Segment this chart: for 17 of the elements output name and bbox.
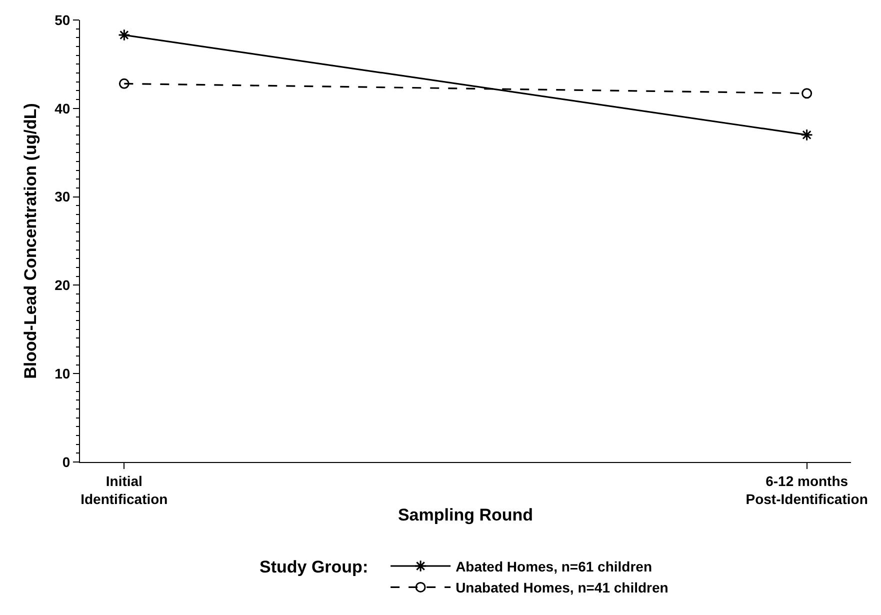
point — [118, 78, 130, 89]
y-tick-label: 40 — [54, 100, 70, 116]
y-tick-label: 30 — [54, 188, 70, 205]
legend-label: Unabated Homes, n=41 children — [456, 580, 668, 596]
point — [802, 88, 812, 99]
y-tick-label: 10 — [54, 366, 70, 382]
y-tick-label: 0 — [62, 454, 70, 470]
x-tick-label: Initial Identification — [80, 472, 168, 507]
legend-label: Abated Homes, n=61 children — [456, 558, 652, 574]
x-tick-label: 6-12 months Post-Identification — [746, 472, 868, 507]
y-tick-label: 20 — [54, 277, 70, 294]
y-tick-label: 50 — [54, 12, 70, 28]
y-axis-title: Blood-Lead Concentration (ug/dL) — [21, 103, 40, 379]
point — [118, 28, 130, 42]
legend-title: Study Group: — [260, 558, 368, 576]
x-axis-title: Sampling Round — [398, 505, 534, 524]
point — [800, 128, 813, 142]
